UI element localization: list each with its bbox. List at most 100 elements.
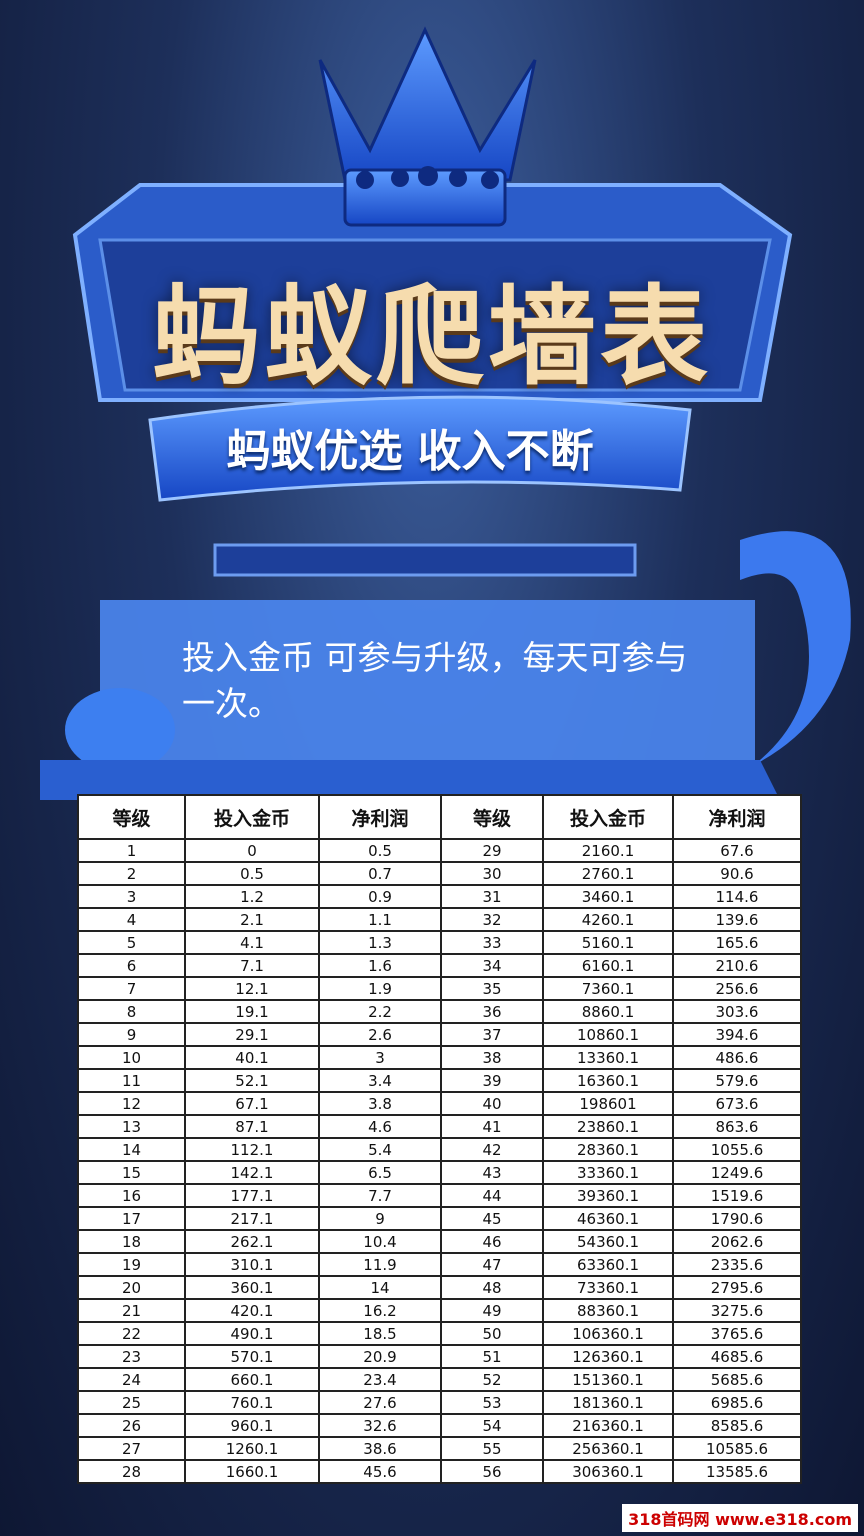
- table-cell: 34: [440, 953, 544, 978]
- table-cell: 5685.6: [672, 1367, 802, 1392]
- table-cell: 43: [440, 1160, 544, 1185]
- table-cell: 15: [77, 1160, 186, 1185]
- table-cell: 151360.1: [542, 1367, 674, 1392]
- table-cell: 87.1: [184, 1114, 320, 1139]
- table-cell: 25: [77, 1390, 186, 1415]
- table-cell: 0: [184, 838, 320, 863]
- table-cell: 310.1: [184, 1252, 320, 1277]
- table-cell: 13585.6: [672, 1459, 802, 1484]
- table-cell: 165.6: [672, 930, 802, 955]
- column-header: 等级: [440, 794, 544, 840]
- table-cell: 37: [440, 1022, 544, 1047]
- table-cell: 21: [77, 1298, 186, 1323]
- table-cell: 112.1: [184, 1137, 320, 1162]
- table-cell: 6985.6: [672, 1390, 802, 1415]
- table-cell: 1519.6: [672, 1183, 802, 1208]
- table-cell: 1055.6: [672, 1137, 802, 1162]
- table-cell: 486.6: [672, 1045, 802, 1070]
- table-row: 5 4.1 1.3 33 5160.1 165.6: [77, 930, 802, 955]
- table-cell: 5160.1: [542, 930, 674, 955]
- table-cell: 4.6: [318, 1114, 442, 1139]
- table-cell: 2160.1: [542, 838, 674, 863]
- table-cell: 35: [440, 976, 544, 1001]
- table-cell: 52: [440, 1367, 544, 1392]
- table-cell: 5.4: [318, 1137, 442, 1162]
- table-cell: 6160.1: [542, 953, 674, 978]
- table-row: 13 87.1 4.6 41 23860.1 863.6: [77, 1114, 802, 1139]
- table-cell: 3460.1: [542, 884, 674, 909]
- table-cell: 1660.1: [184, 1459, 320, 1484]
- table-cell: 90.6: [672, 861, 802, 886]
- table-row: 21 420.1 16.2 49 88360.1 3275.6: [77, 1298, 802, 1323]
- table-cell: 570.1: [184, 1344, 320, 1369]
- table-cell: 23860.1: [542, 1114, 674, 1139]
- table-cell: 2.6: [318, 1022, 442, 1047]
- table-cell: 50: [440, 1321, 544, 1346]
- table-cell: 360.1: [184, 1275, 320, 1300]
- table-row: 27 1260.1 38.6 55 256360.1 10585.6: [77, 1436, 802, 1461]
- table-cell: 17: [77, 1206, 186, 1231]
- subtitle: 蚂蚁优选 收入不断: [226, 426, 594, 477]
- table-row: 11 52.1 3.4 39 16360.1 579.6: [77, 1068, 802, 1093]
- table-row: 14 112.1 5.4 42 28360.1 1055.6: [77, 1137, 802, 1162]
- table-cell: 256.6: [672, 976, 802, 1001]
- table-cell: 863.6: [672, 1114, 802, 1139]
- table-cell: 47: [440, 1252, 544, 1277]
- table-cell: 10860.1: [542, 1022, 674, 1047]
- table-cell: 12: [77, 1091, 186, 1116]
- table-cell: 2.1: [184, 907, 320, 932]
- table-row: 24 660.1 23.4 52 151360.1 5685.6: [77, 1367, 802, 1392]
- table-cell: 54: [440, 1413, 544, 1438]
- table-cell: 13360.1: [542, 1045, 674, 1070]
- table-cell: 55: [440, 1436, 544, 1461]
- column-header: 投入金币: [542, 794, 674, 840]
- table-row: 6 7.1 1.6 34 6160.1 210.6: [77, 953, 802, 978]
- table-cell: 1260.1: [184, 1436, 320, 1461]
- table-cell: 960.1: [184, 1413, 320, 1438]
- table-row: 15 142.1 6.5 43 33360.1 1249.6: [77, 1160, 802, 1185]
- table-cell: 10.4: [318, 1229, 442, 1254]
- table-cell: 8860.1: [542, 999, 674, 1024]
- table-cell: 32: [440, 907, 544, 932]
- table-cell: 27: [77, 1436, 186, 1461]
- table-cell: 660.1: [184, 1367, 320, 1392]
- table-cell: 28: [77, 1459, 186, 1484]
- table-row: 9 29.1 2.6 37 10860.1 394.6: [77, 1022, 802, 1047]
- table-cell: 88360.1: [542, 1298, 674, 1323]
- table-cell: 44: [440, 1183, 544, 1208]
- table-cell: 20.9: [318, 1344, 442, 1369]
- table-cell: 1.6: [318, 953, 442, 978]
- table-row: 17 217.1 9 45 46360.1 1790.6: [77, 1206, 802, 1231]
- table-cell: 46: [440, 1229, 544, 1254]
- table-cell: 23: [77, 1344, 186, 1369]
- table-cell: 210.6: [672, 953, 802, 978]
- table-row: 19 310.1 11.9 47 63360.1 2335.6: [77, 1252, 802, 1277]
- table-cell: 579.6: [672, 1068, 802, 1093]
- table-cell: 18.5: [318, 1321, 442, 1346]
- table-cell: 1790.6: [672, 1206, 802, 1231]
- table-cell: 2335.6: [672, 1252, 802, 1277]
- table-cell: 177.1: [184, 1183, 320, 1208]
- table-cell: 40: [440, 1091, 544, 1116]
- table-cell: 33360.1: [542, 1160, 674, 1185]
- table-cell: 19: [77, 1252, 186, 1277]
- table-cell: 3.8: [318, 1091, 442, 1116]
- table-row: 25 760.1 27.6 53 181360.1 6985.6: [77, 1390, 802, 1415]
- table-row: 4 2.1 1.1 32 4260.1 139.6: [77, 907, 802, 932]
- table-cell: 16360.1: [542, 1068, 674, 1093]
- table-cell: 48: [440, 1275, 544, 1300]
- decoration: [40, 26, 851, 800]
- title: 蚂蚁爬墙表: [151, 275, 712, 400]
- table-cell: 8585.6: [672, 1413, 802, 1438]
- table-cell: 3: [318, 1045, 442, 1070]
- column-header: 等级: [77, 794, 186, 840]
- table-cell: 217.1: [184, 1206, 320, 1231]
- table-row: 1 0 0.5 29 2160.1 67.6: [77, 838, 802, 863]
- table-cell: 2760.1: [542, 861, 674, 886]
- table-cell: 760.1: [184, 1390, 320, 1415]
- table-cell: 11: [77, 1068, 186, 1093]
- table-cell: 5: [77, 930, 186, 955]
- table-cell: 7.1: [184, 953, 320, 978]
- table-cell: 38.6: [318, 1436, 442, 1461]
